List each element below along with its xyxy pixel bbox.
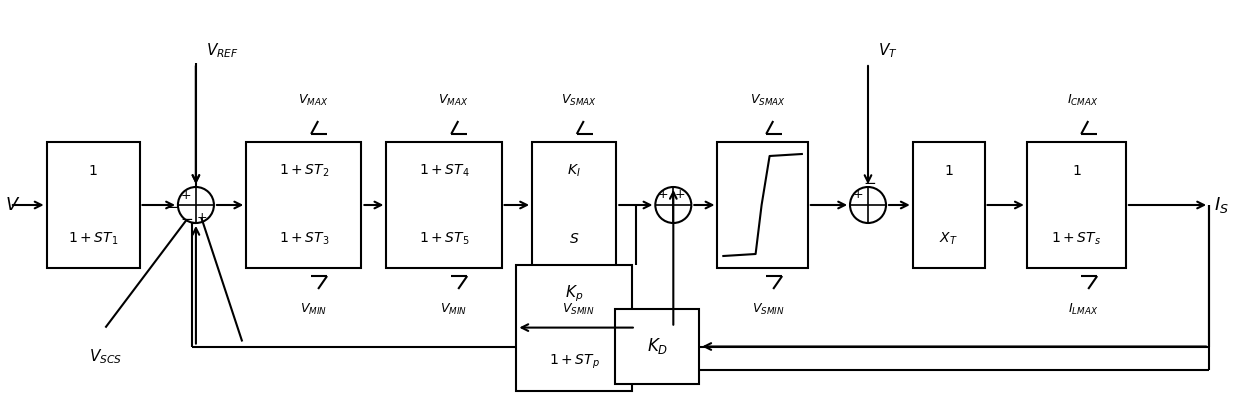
Bar — [47, 142, 139, 268]
Text: $V_{MAX}$: $V_{MAX}$ — [298, 93, 329, 108]
Text: $-$: $-$ — [180, 210, 193, 225]
Bar — [532, 142, 616, 268]
Bar — [1027, 142, 1126, 268]
Text: $+$: $+$ — [657, 188, 668, 201]
Text: $+$: $+$ — [675, 188, 686, 201]
Bar — [717, 142, 808, 268]
Text: $I_S$: $I_S$ — [1214, 195, 1229, 215]
Bar — [517, 265, 631, 391]
Text: $1+ST_s$: $1+ST_s$ — [1052, 231, 1101, 247]
Text: $1+ST_3$: $1+ST_3$ — [279, 231, 329, 247]
Text: $1+ST_2$: $1+ST_2$ — [279, 163, 329, 179]
Text: $K_p$: $K_p$ — [565, 283, 583, 304]
Bar — [386, 142, 501, 268]
Text: $-$: $-$ — [166, 197, 179, 213]
Text: $1$: $1$ — [88, 164, 98, 178]
Text: $S$: $S$ — [569, 232, 579, 246]
Bar — [246, 142, 362, 268]
Bar — [913, 142, 985, 268]
Text: $-$: $-$ — [863, 174, 877, 189]
Text: $V_{REF}$: $V_{REF}$ — [206, 41, 239, 60]
Text: $V$: $V$ — [5, 196, 20, 214]
Text: $1+ST_5$: $1+ST_5$ — [419, 231, 469, 247]
Text: $V_{MAX}$: $V_{MAX}$ — [438, 93, 469, 108]
Text: $+$: $+$ — [180, 189, 192, 202]
Text: $1$: $1$ — [944, 164, 954, 178]
Text: $K_I$: $K_I$ — [567, 163, 582, 179]
Text: $1+ST_1$: $1+ST_1$ — [68, 231, 118, 247]
Text: $V_{SMIN}$: $V_{SMIN}$ — [751, 302, 785, 317]
Text: $I_{LMAX}$: $I_{LMAX}$ — [1068, 302, 1099, 317]
Text: $V_T$: $V_T$ — [878, 41, 898, 60]
Text: $+$: $+$ — [852, 188, 863, 201]
Text: $V_{MIN}$: $V_{MIN}$ — [440, 302, 466, 317]
Text: $V_{MIN}$: $V_{MIN}$ — [300, 302, 326, 317]
Text: $1+ST_p$: $1+ST_p$ — [548, 352, 600, 371]
Text: $I_{CMAX}$: $I_{CMAX}$ — [1068, 93, 1099, 108]
Text: $V_{SMIN}$: $V_{SMIN}$ — [563, 302, 595, 317]
Text: $V_{SMAX}$: $V_{SMAX}$ — [750, 93, 786, 108]
Text: $X_T$: $X_T$ — [939, 231, 959, 247]
Bar — [615, 309, 699, 384]
Text: $1+ST_4$: $1+ST_4$ — [419, 163, 469, 179]
Text: $1$: $1$ — [1071, 164, 1081, 178]
Text: $+$: $+$ — [196, 211, 207, 224]
Text: $V_{SCS}$: $V_{SCS}$ — [89, 348, 122, 366]
Text: $V_{SMAX}$: $V_{SMAX}$ — [560, 93, 596, 108]
Text: $K_D$: $K_D$ — [646, 336, 668, 357]
